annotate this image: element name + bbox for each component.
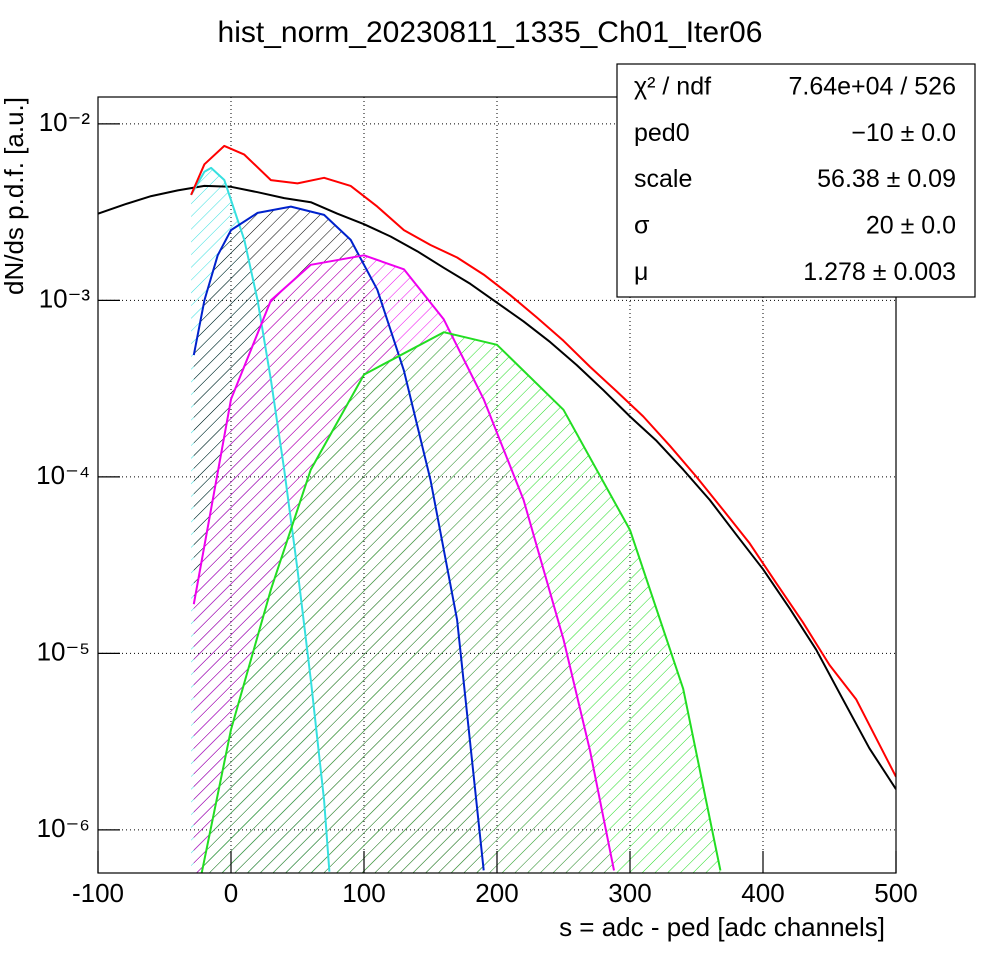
chart-title: hist_norm_20230811_1335_Ch01_Iter06 xyxy=(218,16,763,49)
fills xyxy=(191,167,721,873)
stats-value: 1.278 ± 0.003 xyxy=(803,258,956,286)
x-axis-label: s = adc - ped [adc channels] xyxy=(559,912,885,942)
y-tick-label: 10⁻⁴ xyxy=(36,460,90,490)
y-tick-label: 10⁻² xyxy=(39,107,91,137)
y-axis-label: dN/ds p.d.f. [a.u.] xyxy=(0,97,29,295)
x-tick-label: 500 xyxy=(874,878,917,908)
stats-name: σ xyxy=(634,212,650,240)
x-tick-label: 300 xyxy=(608,878,651,908)
line xyxy=(190,166,331,872)
stats-name: scale xyxy=(634,165,692,193)
x-tick-label: 200 xyxy=(475,878,518,908)
x-tick-label: 0 xyxy=(224,878,238,908)
line xyxy=(98,184,896,790)
stats-value: 20 ± 0.0 xyxy=(866,212,956,240)
stats-name: χ² / ndf xyxy=(634,73,711,101)
hatched-area xyxy=(201,332,721,873)
line xyxy=(192,254,615,871)
line xyxy=(190,144,896,778)
x-tick-label: 100 xyxy=(342,878,385,908)
line xyxy=(200,331,722,873)
y-tick-label: 10⁻⁵ xyxy=(37,636,90,666)
stats-box: χ² / ndf 7.64e+04 / 526 ped0 −10 ± 0.0 scale… xyxy=(616,63,976,298)
x-tick-label: 400 xyxy=(741,878,784,908)
stats-value: −10 ± 0.0 xyxy=(851,119,956,147)
axes: -100 0 100 200 300 400 500 10⁻⁶ 10⁻⁵ 10⁻⁴ 10⁻³ 10⁻² xyxy=(36,107,918,908)
line xyxy=(192,205,485,871)
stats-name: μ xyxy=(634,258,648,286)
stats-value: 56.38 ± 0.09 xyxy=(817,165,956,193)
stats-name: ped0 xyxy=(634,119,690,147)
y-tick-label: 10⁻³ xyxy=(39,283,91,313)
stats-value: 7.64e+04 / 526 xyxy=(788,73,956,101)
y-tick-label: 10⁻⁶ xyxy=(37,813,90,843)
x-tick-label: -100 xyxy=(72,878,124,908)
lines xyxy=(98,144,896,873)
stats-frame xyxy=(616,63,976,298)
